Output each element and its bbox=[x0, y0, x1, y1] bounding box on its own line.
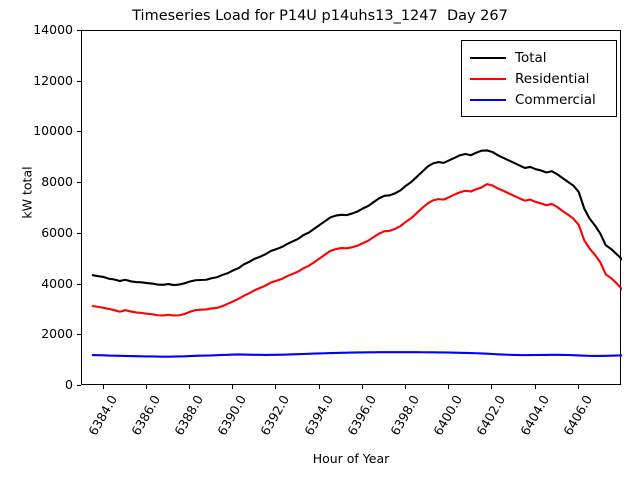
x-axis-tick-mark bbox=[189, 385, 190, 389]
legend-label: Commercial bbox=[515, 91, 596, 108]
y-axis-tick-label: 2000 bbox=[41, 326, 73, 342]
y-axis-tick-mark bbox=[77, 182, 81, 184]
y-axis-tick-mark bbox=[77, 334, 81, 336]
x-axis-tick-mark bbox=[318, 385, 320, 389]
x-axis-title: Hour of Year bbox=[312, 451, 390, 466]
y-axis-tick-label: 14000 bbox=[33, 22, 73, 37]
y-axis-tick-mark bbox=[77, 385, 81, 386]
legend-item-residential: Residential bbox=[470, 68, 608, 89]
series-line-residential bbox=[91, 183, 622, 317]
legend-swatch-residential bbox=[470, 77, 506, 80]
x-axis-tick-mark bbox=[448, 385, 450, 389]
x-axis-tick-mark bbox=[361, 385, 363, 389]
y-axis-tick-mark bbox=[77, 131, 81, 133]
y-axis-tick-labels: 0 2000 4000 6000 8000 10000 12000 14000 bbox=[0, 0, 73, 480]
chart-legend: Total Residential Commercial bbox=[461, 40, 617, 117]
legend-item-total: Total bbox=[470, 47, 608, 68]
y-axis-tick-label: 4000 bbox=[41, 275, 73, 291]
y-axis-tick-label: 12000 bbox=[33, 72, 73, 88]
x-axis-tick-mark bbox=[145, 385, 147, 389]
legend-item-commercial: Commercial bbox=[470, 89, 608, 110]
x-axis-tick-mark bbox=[577, 385, 579, 389]
y-axis-tick-label: 8000 bbox=[41, 174, 73, 190]
x-axis-tick-mark bbox=[405, 385, 406, 389]
y-axis-tick-label: 0 bbox=[65, 377, 73, 392]
y-axis-tick-label: 10000 bbox=[33, 123, 73, 139]
chart-title: Timeseries Load for P14U p14uhs13_1247 D… bbox=[132, 8, 508, 24]
plot-lines bbox=[91, 149, 622, 358]
x-axis-tick-mark bbox=[102, 385, 104, 389]
x-axis-tick-mark bbox=[534, 385, 536, 389]
y-axis-tick-mark bbox=[77, 232, 81, 234]
legend-label: Residential bbox=[515, 70, 590, 87]
y-axis-tick-mark bbox=[77, 283, 81, 285]
series-line-total bbox=[91, 149, 622, 287]
y-axis-tick-mark bbox=[77, 30, 81, 31]
legend-swatch-commercial bbox=[470, 98, 506, 101]
x-axis-tick-mark bbox=[275, 385, 277, 389]
legend-label: Total bbox=[515, 49, 547, 66]
x-axis-tick-mark bbox=[491, 385, 493, 389]
series-line-commercial bbox=[91, 351, 622, 358]
legend-swatch-total bbox=[470, 56, 506, 59]
x-axis-tick-mark bbox=[232, 385, 234, 389]
y-axis-tick-mark bbox=[77, 80, 81, 82]
y-axis-tick-label: 6000 bbox=[41, 224, 73, 240]
